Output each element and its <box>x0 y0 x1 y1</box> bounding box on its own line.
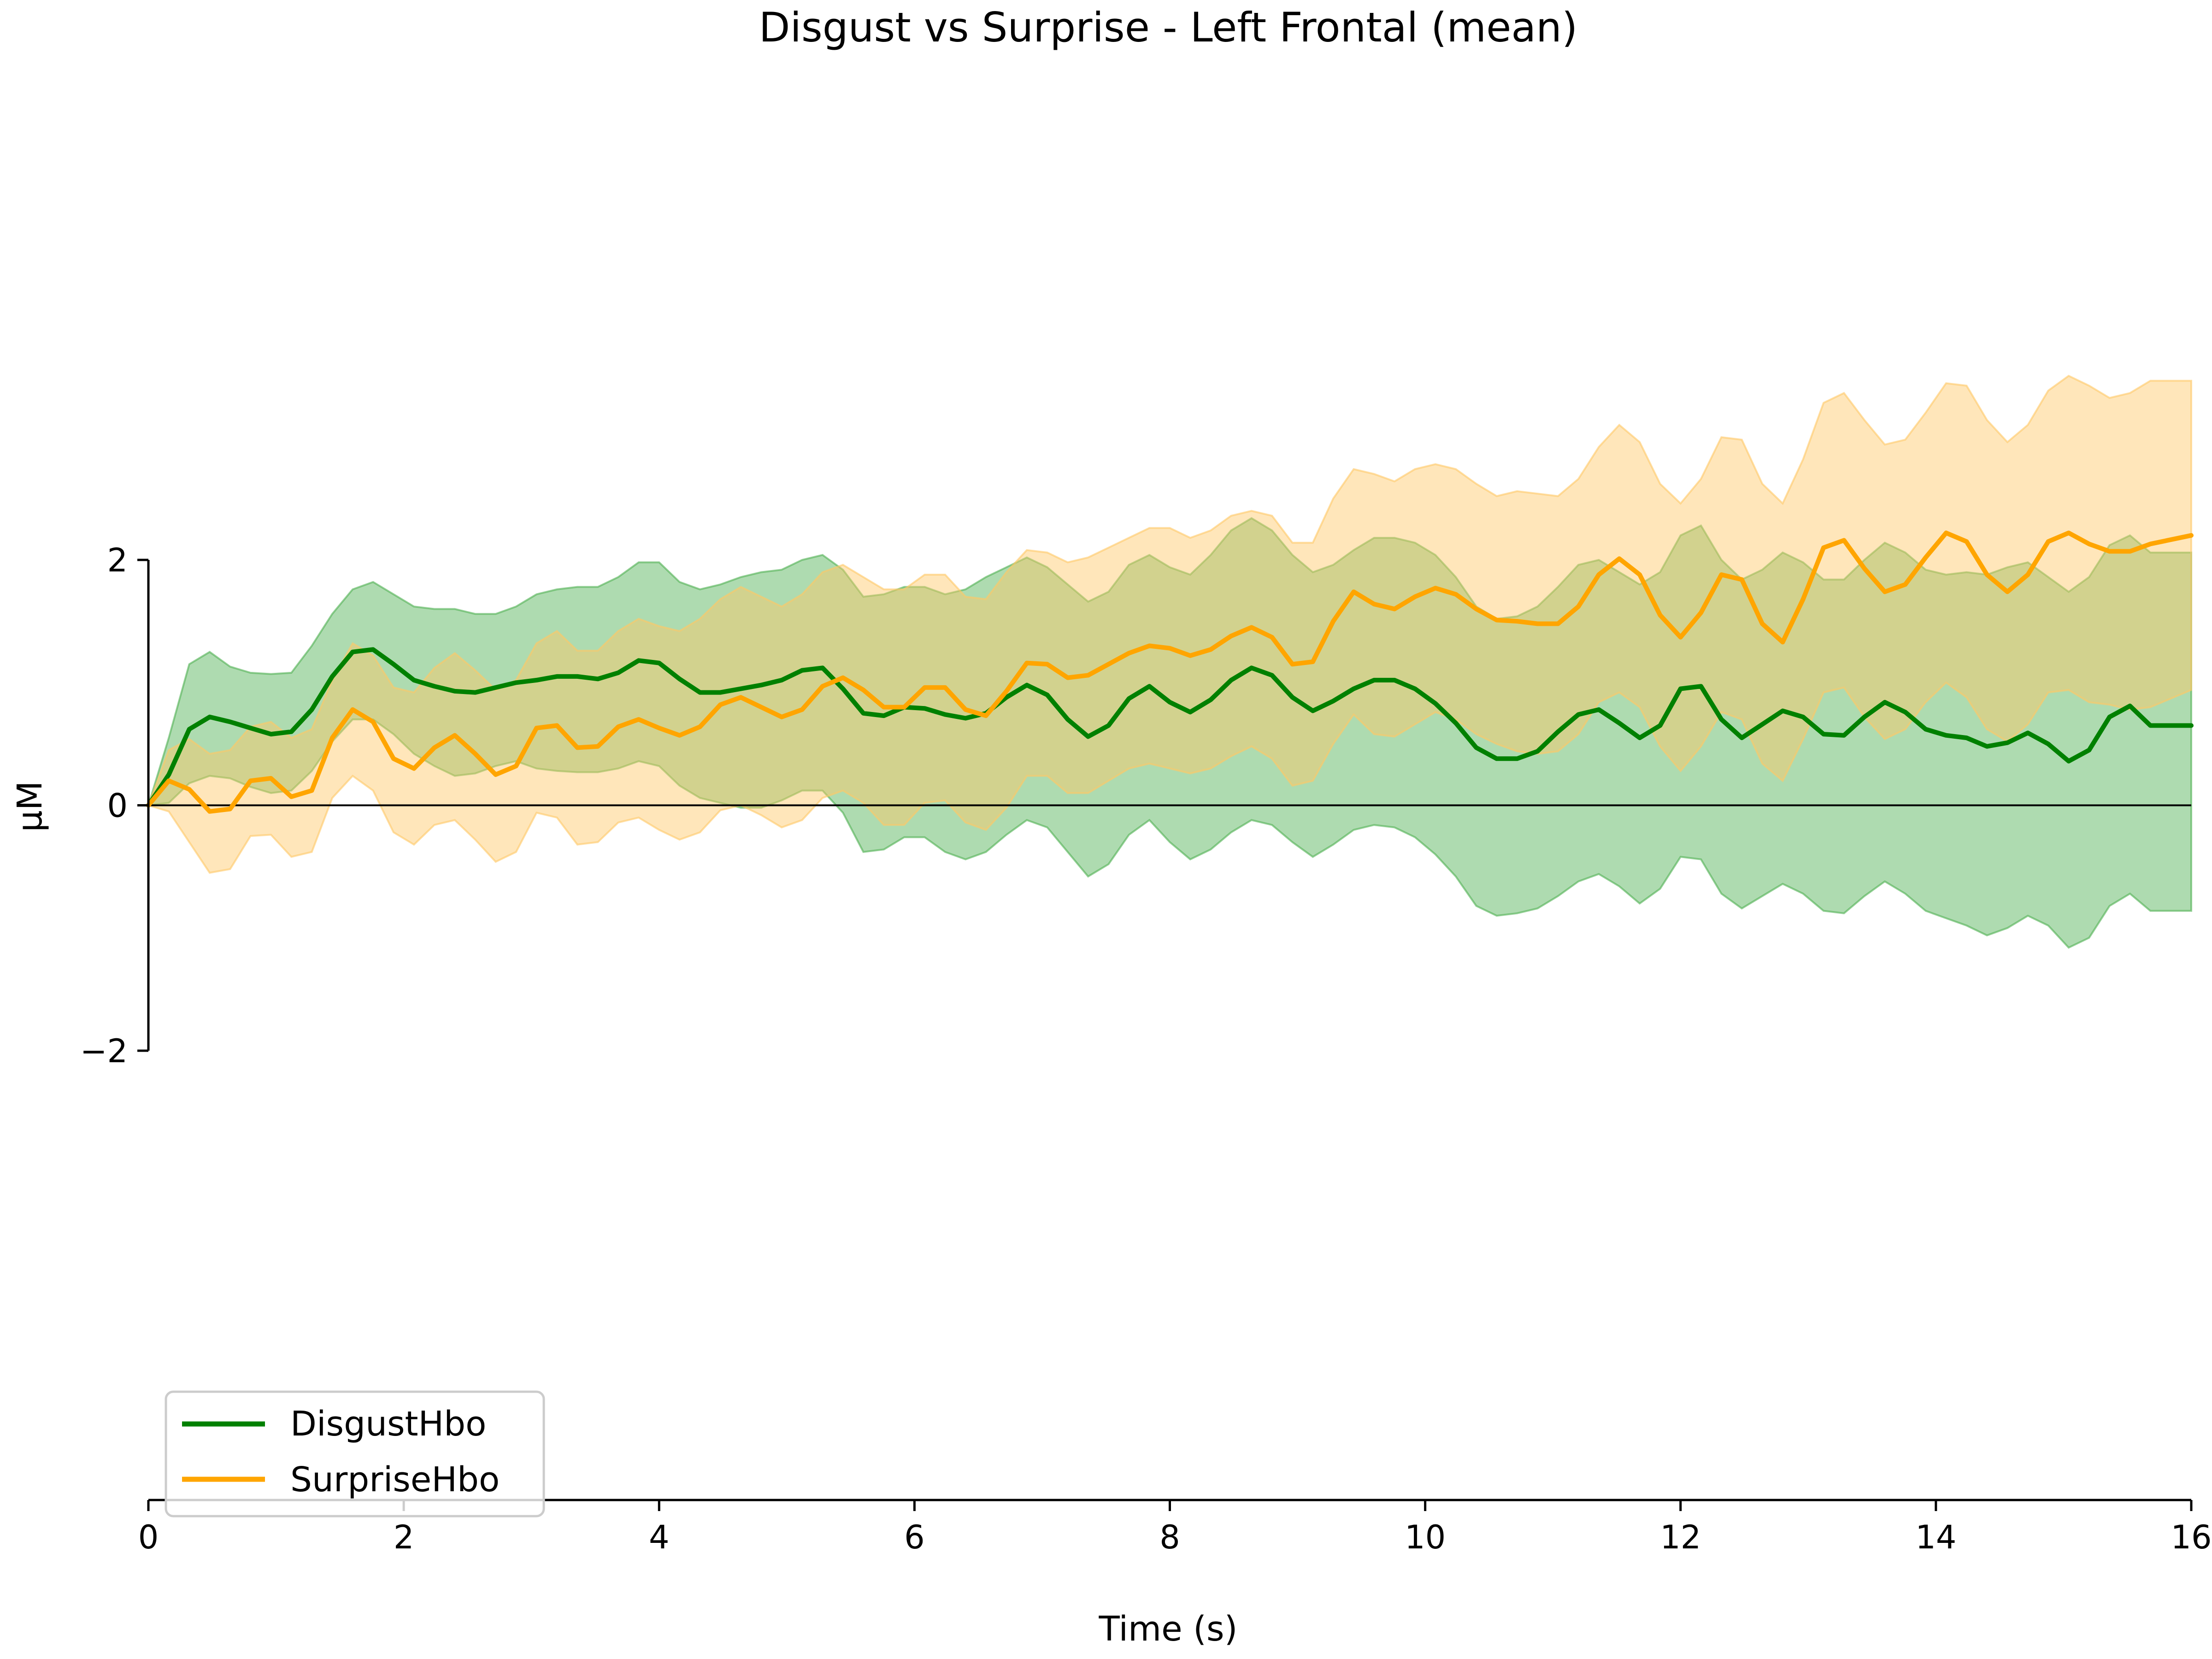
series-line-surprisehbo <box>146 530 2194 814</box>
series-lines <box>146 530 2194 814</box>
y-axis-label: μM <box>10 781 50 832</box>
x-ticks: 0 2 4 6 8 10 12 14 16 <box>138 1500 2212 1556</box>
chart-title: Disgust vs Surprise - Left Frontal (mean… <box>759 4 1578 51</box>
x-tick-label: 2 <box>394 1518 414 1556</box>
y-tick-label: −2 <box>80 1032 128 1070</box>
x-tick-label: 6 <box>904 1518 925 1556</box>
legend-label-disgusthbo: DisgustHbo <box>290 1404 486 1444</box>
confidence-bands <box>147 375 2192 949</box>
series-line-disgusthbo <box>146 647 2194 808</box>
x-tick-label: 8 <box>1159 1518 1180 1556</box>
y-tick-label: 2 <box>107 541 128 579</box>
x-axis-label: Time (s) <box>1099 1609 1238 1649</box>
x-tick-label: 10 <box>1405 1518 1446 1556</box>
x-tick-label: 4 <box>649 1518 670 1556</box>
y-tick-label: 0 <box>107 787 128 825</box>
legend-label-surprisehbo: SurpriseHbo <box>290 1460 500 1500</box>
legend: DisgustHbo SurpriseHbo <box>165 1390 545 1518</box>
x-tick-label: 14 <box>1915 1518 1956 1556</box>
x-tick-label: 16 <box>2171 1518 2212 1556</box>
x-tick-label: 12 <box>1660 1518 1701 1556</box>
x-tick-label: 0 <box>138 1518 159 1556</box>
y-ticks: −2 0 2 <box>80 541 148 1070</box>
